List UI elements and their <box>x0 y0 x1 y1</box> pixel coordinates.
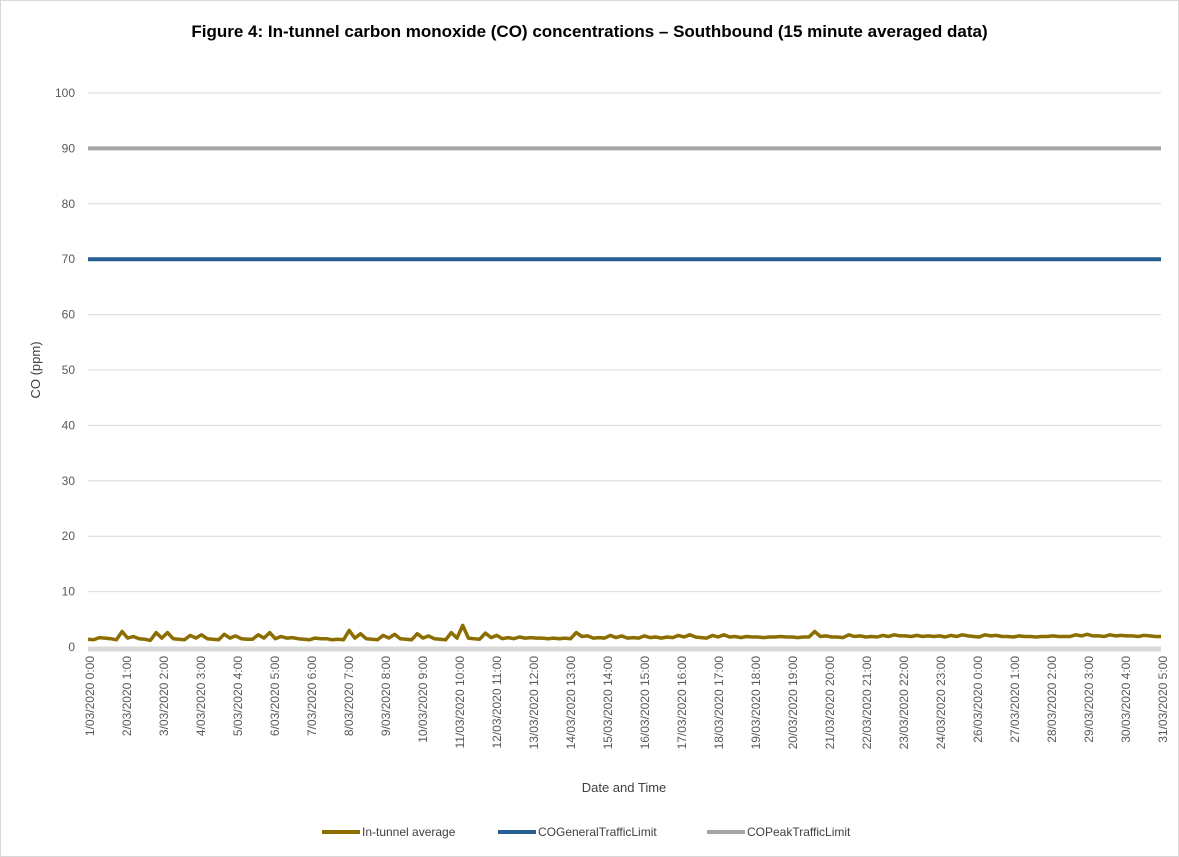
legend: In-tunnel average COGeneralTrafficLimit CO… <box>322 825 851 839</box>
legend-entry: In-tunnel average <box>362 825 456 839</box>
y-tick-label: 80 <box>62 197 76 211</box>
x-tick-label: 19/03/2020 18:00 <box>749 656 763 750</box>
x-tick-label: 4/03/2020 3:00 <box>194 656 208 736</box>
y-tick-label: 40 <box>62 418 76 432</box>
x-tick-label: 13/03/2020 12:00 <box>527 656 541 750</box>
x-tick-label: 30/03/2020 4:00 <box>1119 656 1133 743</box>
x-tick-label: 14/03/2020 13:00 <box>564 656 578 750</box>
x-tick-label: 1/03/2020 0:00 <box>83 656 97 736</box>
series-lines <box>87 146 1161 643</box>
x-tick-label: 17/03/2020 16:00 <box>675 656 689 750</box>
chart-title: Figure 4: In-tunnel carbon monoxide (CO)… <box>191 22 988 41</box>
series-line-In-tunnel average <box>87 623 1161 643</box>
x-axis-ticks: 1/03/2020 0:00 2/03/2020 1:00 3/03/2020 2:… <box>83 656 1170 750</box>
y-tick-label: 60 <box>62 308 76 322</box>
x-tick-label: 28/03/2020 2:00 <box>1045 656 1059 743</box>
x-tick-label: 31/03/2020 5:00 <box>1156 656 1170 743</box>
x-tick-label: 23/03/2020 22:00 <box>897 656 911 750</box>
x-tick-label: 18/03/2020 17:00 <box>712 656 726 750</box>
y-tick-label: 30 <box>62 474 76 488</box>
x-axis-title: Date and Time <box>582 780 667 795</box>
legend-entry: COPeakTrafficLimit <box>747 825 851 839</box>
y-axis-title: CO (ppm) <box>28 341 43 398</box>
y-tick-label: 70 <box>62 252 76 266</box>
x-tick-label: 21/03/2020 20:00 <box>823 656 837 750</box>
x-tick-label: 27/03/2020 1:00 <box>1008 656 1022 743</box>
x-tick-label: 6/03/2020 5:00 <box>268 656 282 736</box>
x-tick-label: 8/03/2020 7:00 <box>342 656 356 736</box>
x-tick-label: 5/03/2020 4:00 <box>231 656 245 736</box>
legend-entry: COGeneralTrafficLimit <box>538 825 657 839</box>
gridlines <box>88 92 1161 593</box>
y-tick-label: 10 <box>62 585 76 599</box>
x-tick-label: 9/03/2020 8:00 <box>379 656 393 736</box>
y-tick-label: 100 <box>55 86 75 100</box>
x-tick-label: 11/03/2020 10:00 <box>453 656 467 749</box>
x-tick-label: 26/03/2020 0:00 <box>971 656 985 743</box>
x-tick-label: 16/03/2020 15:00 <box>638 656 652 750</box>
x-tick-label: 22/03/2020 21:00 <box>860 656 874 750</box>
x-tick-label: 7/03/2020 6:00 <box>305 656 319 736</box>
x-tick-label: 10/03/2020 9:00 <box>416 656 430 743</box>
x-tick-label: 24/03/2020 23:00 <box>934 656 948 750</box>
x-tick-label: 3/03/2020 2:00 <box>157 656 171 736</box>
y-tick-label: 0 <box>68 640 75 654</box>
y-tick-label: 90 <box>62 141 76 155</box>
y-tick-label: 50 <box>62 363 76 377</box>
x-tick-label: 15/03/2020 14:00 <box>601 656 615 750</box>
y-axis-ticks: 0 10 20 30 40 50 60 70 80 90 100 <box>55 86 75 654</box>
x-tick-label: 12/03/2020 11:00 <box>490 656 504 749</box>
y-tick-label: 20 <box>62 529 76 543</box>
x-tick-label: 2/03/2020 1:00 <box>120 656 134 736</box>
x-tick-label: 20/03/2020 19:00 <box>786 656 800 750</box>
x-tick-label: 29/03/2020 3:00 <box>1082 656 1096 743</box>
